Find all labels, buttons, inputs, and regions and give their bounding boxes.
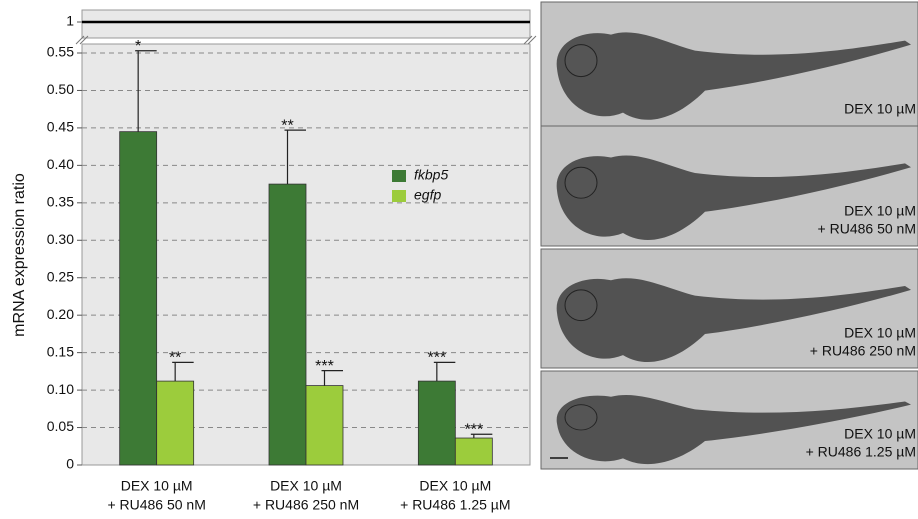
- significance-label: *: [135, 38, 141, 55]
- embryo-eye: [565, 290, 597, 321]
- legend-label: fkbp5: [414, 167, 448, 183]
- significance-label: **: [169, 350, 181, 367]
- y-tick-label: 0.05: [47, 418, 74, 434]
- significance-label: ***: [427, 350, 446, 367]
- bar: [157, 381, 194, 465]
- y-tick-label: 0.15: [47, 343, 74, 359]
- bar: [455, 438, 492, 465]
- embryo-eye: [565, 405, 597, 430]
- y-tick-label: 0.30: [47, 231, 74, 247]
- bar: [120, 132, 157, 465]
- y-tick-label: 0.55: [47, 44, 74, 60]
- image-label: DEX 10 µM: [844, 325, 916, 341]
- y-tick-label: 0.35: [47, 194, 74, 210]
- bar: [269, 184, 306, 465]
- y-tick-label: 0.25: [47, 268, 74, 284]
- image-label: + RU486 1.25 µM: [806, 444, 916, 460]
- figure: mRNA expression ratio 0 0.05 0.10 0.15 0.20 0…: [0, 0, 918, 519]
- legend-swatch: [392, 190, 406, 202]
- significance-label: ***: [464, 422, 483, 439]
- x-tick-label: DEX 10 µM: [270, 478, 342, 494]
- x-tick-label: DEX 10 µM: [419, 478, 491, 494]
- y-tick-label: 0.10: [47, 381, 74, 397]
- image-label: DEX 10 µM: [844, 426, 916, 442]
- significance-label: **: [281, 117, 293, 134]
- y-axis-label: mRNA expression ratio: [11, 173, 28, 337]
- x-tick-label: + RU486 250 nM: [253, 497, 359, 513]
- image-label: + RU486 50 nM: [818, 221, 916, 237]
- upper-plot-area: [82, 10, 530, 38]
- bar: [418, 381, 455, 465]
- significance-label: ***: [315, 358, 334, 375]
- bar: [306, 386, 343, 465]
- x-tick-label: + RU486 50 nM: [107, 497, 205, 513]
- y-tick-label: 0.45: [47, 119, 74, 135]
- image-label: + RU486 250 nM: [810, 343, 916, 359]
- y-tick-label: 0.20: [47, 306, 74, 322]
- y-tick-label: 0.50: [47, 81, 74, 97]
- y-tick-label: 1: [66, 13, 74, 29]
- x-tick-label: DEX 10 µM: [121, 478, 193, 494]
- x-tick-label: + RU486 1.25 µM: [400, 497, 510, 513]
- y-tick-label: 0: [66, 456, 74, 472]
- image-label: DEX 10 µM: [844, 101, 916, 117]
- y-tick-label: 0.40: [47, 156, 74, 172]
- legend-label: egfp: [414, 187, 441, 203]
- image-label: DEX 10 µM: [844, 203, 916, 219]
- legend-swatch: [392, 170, 406, 182]
- embryo-eye: [565, 167, 597, 198]
- embryo-eye: [565, 45, 597, 77]
